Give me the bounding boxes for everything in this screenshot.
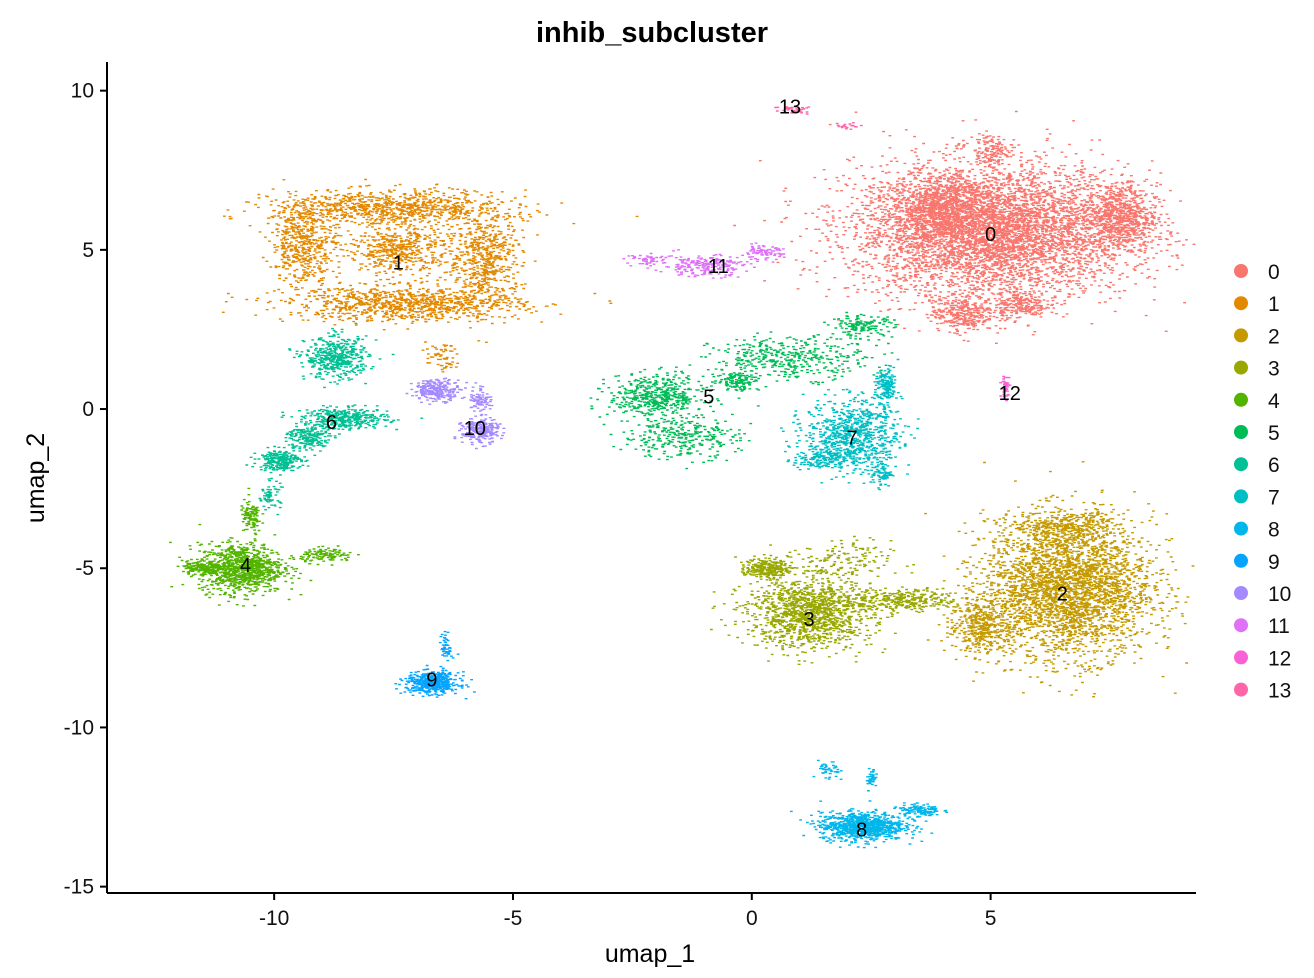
legend-swatch-7 (1234, 489, 1248, 504)
legend-label-0: 0 (1268, 261, 1280, 284)
cluster-label-5: 5 (703, 386, 714, 408)
cluster-points-1 (221, 178, 639, 373)
cluster-label-12: 12 (999, 383, 1021, 405)
legend-label-8: 8 (1268, 519, 1280, 542)
y-ticks: 10 5 0 -5 -10 -15 (64, 80, 107, 899)
cluster-points-4 (169, 487, 360, 607)
legend-swatch-2 (1234, 328, 1248, 343)
cluster-points-3 (710, 535, 987, 665)
y-tick-label: 10 (71, 80, 94, 103)
points-layer (169, 105, 1196, 849)
cluster-points-11 (622, 242, 786, 279)
cluster-label-7: 7 (847, 428, 858, 450)
cluster-points-2 (924, 461, 1195, 698)
legend-swatch-3 (1234, 360, 1248, 375)
legend-swatch-11 (1234, 618, 1248, 633)
x-tick-label: -10 (259, 907, 289, 930)
legend-swatch-4 (1234, 392, 1248, 407)
legend-label-5: 5 (1268, 422, 1280, 445)
cluster-label-0: 0 (985, 224, 996, 246)
y-tick-label: -10 (64, 716, 94, 739)
legend-swatch-10 (1234, 586, 1248, 600)
chart-title: inhib_subcluster (536, 17, 768, 49)
cluster-points-6 (245, 322, 424, 516)
cluster-points-13 (774, 105, 863, 130)
x-tick-label: 5 (985, 907, 997, 930)
x-tick-label: 0 (746, 907, 758, 930)
legend-swatch-8 (1234, 521, 1248, 536)
y-tick-label: -15 (64, 876, 94, 899)
legend-swatch-6 (1234, 457, 1248, 472)
legend-label-4: 4 (1268, 390, 1280, 413)
cluster-points-7 (779, 358, 920, 491)
cluster-label-10: 10 (464, 418, 486, 440)
x-ticks: -10 -5 0 5 (259, 893, 996, 930)
x-tick-label: -5 (504, 907, 523, 930)
legend-swatch-9 (1234, 553, 1248, 568)
cluster-points-10 (405, 377, 506, 450)
legend-swatch-12 (1234, 650, 1248, 665)
legend-label-7: 7 (1268, 486, 1280, 509)
legend-label-11: 11 (1268, 615, 1290, 638)
y-tick-label: -5 (75, 557, 94, 580)
cluster-points-8 (789, 759, 949, 849)
cluster-label-4: 4 (240, 555, 251, 577)
legend-swatch-13 (1234, 682, 1248, 697)
cluster-label-1: 1 (393, 253, 404, 275)
cluster-label-8: 8 (856, 819, 867, 841)
cluster-points-12 (999, 375, 1012, 402)
cluster-label-3: 3 (804, 609, 815, 631)
legend-label-10: 10 (1268, 583, 1291, 606)
legend-label-9: 9 (1268, 551, 1280, 574)
cluster-label-6: 6 (326, 412, 337, 434)
legend-label-13: 13 (1268, 680, 1291, 703)
legend-label-1: 1 (1268, 293, 1280, 316)
cluster-points-5 (589, 311, 898, 470)
legend-label-12: 12 (1268, 647, 1291, 670)
cluster-label-9: 9 (426, 670, 437, 692)
x-axis-title: umap_1 (605, 940, 695, 968)
legend-label-6: 6 (1268, 454, 1280, 477)
legend-label-3: 3 (1268, 358, 1280, 381)
y-tick-label: 5 (82, 239, 94, 262)
cluster-points-9 (394, 630, 476, 700)
legend-swatch-0 (1234, 264, 1248, 278)
cluster-label-2: 2 (1057, 584, 1068, 606)
legend-swatch-5 (1234, 425, 1248, 439)
y-axis-title: umap_2 (22, 433, 50, 523)
cluster-label-13: 13 (779, 97, 801, 119)
cluster-label-11: 11 (708, 256, 729, 278)
cluster-points-0 (733, 110, 1196, 344)
y-tick-label: 0 (82, 398, 94, 421)
legend-swatch-1 (1234, 296, 1248, 311)
legend-label-2: 2 (1268, 325, 1280, 348)
